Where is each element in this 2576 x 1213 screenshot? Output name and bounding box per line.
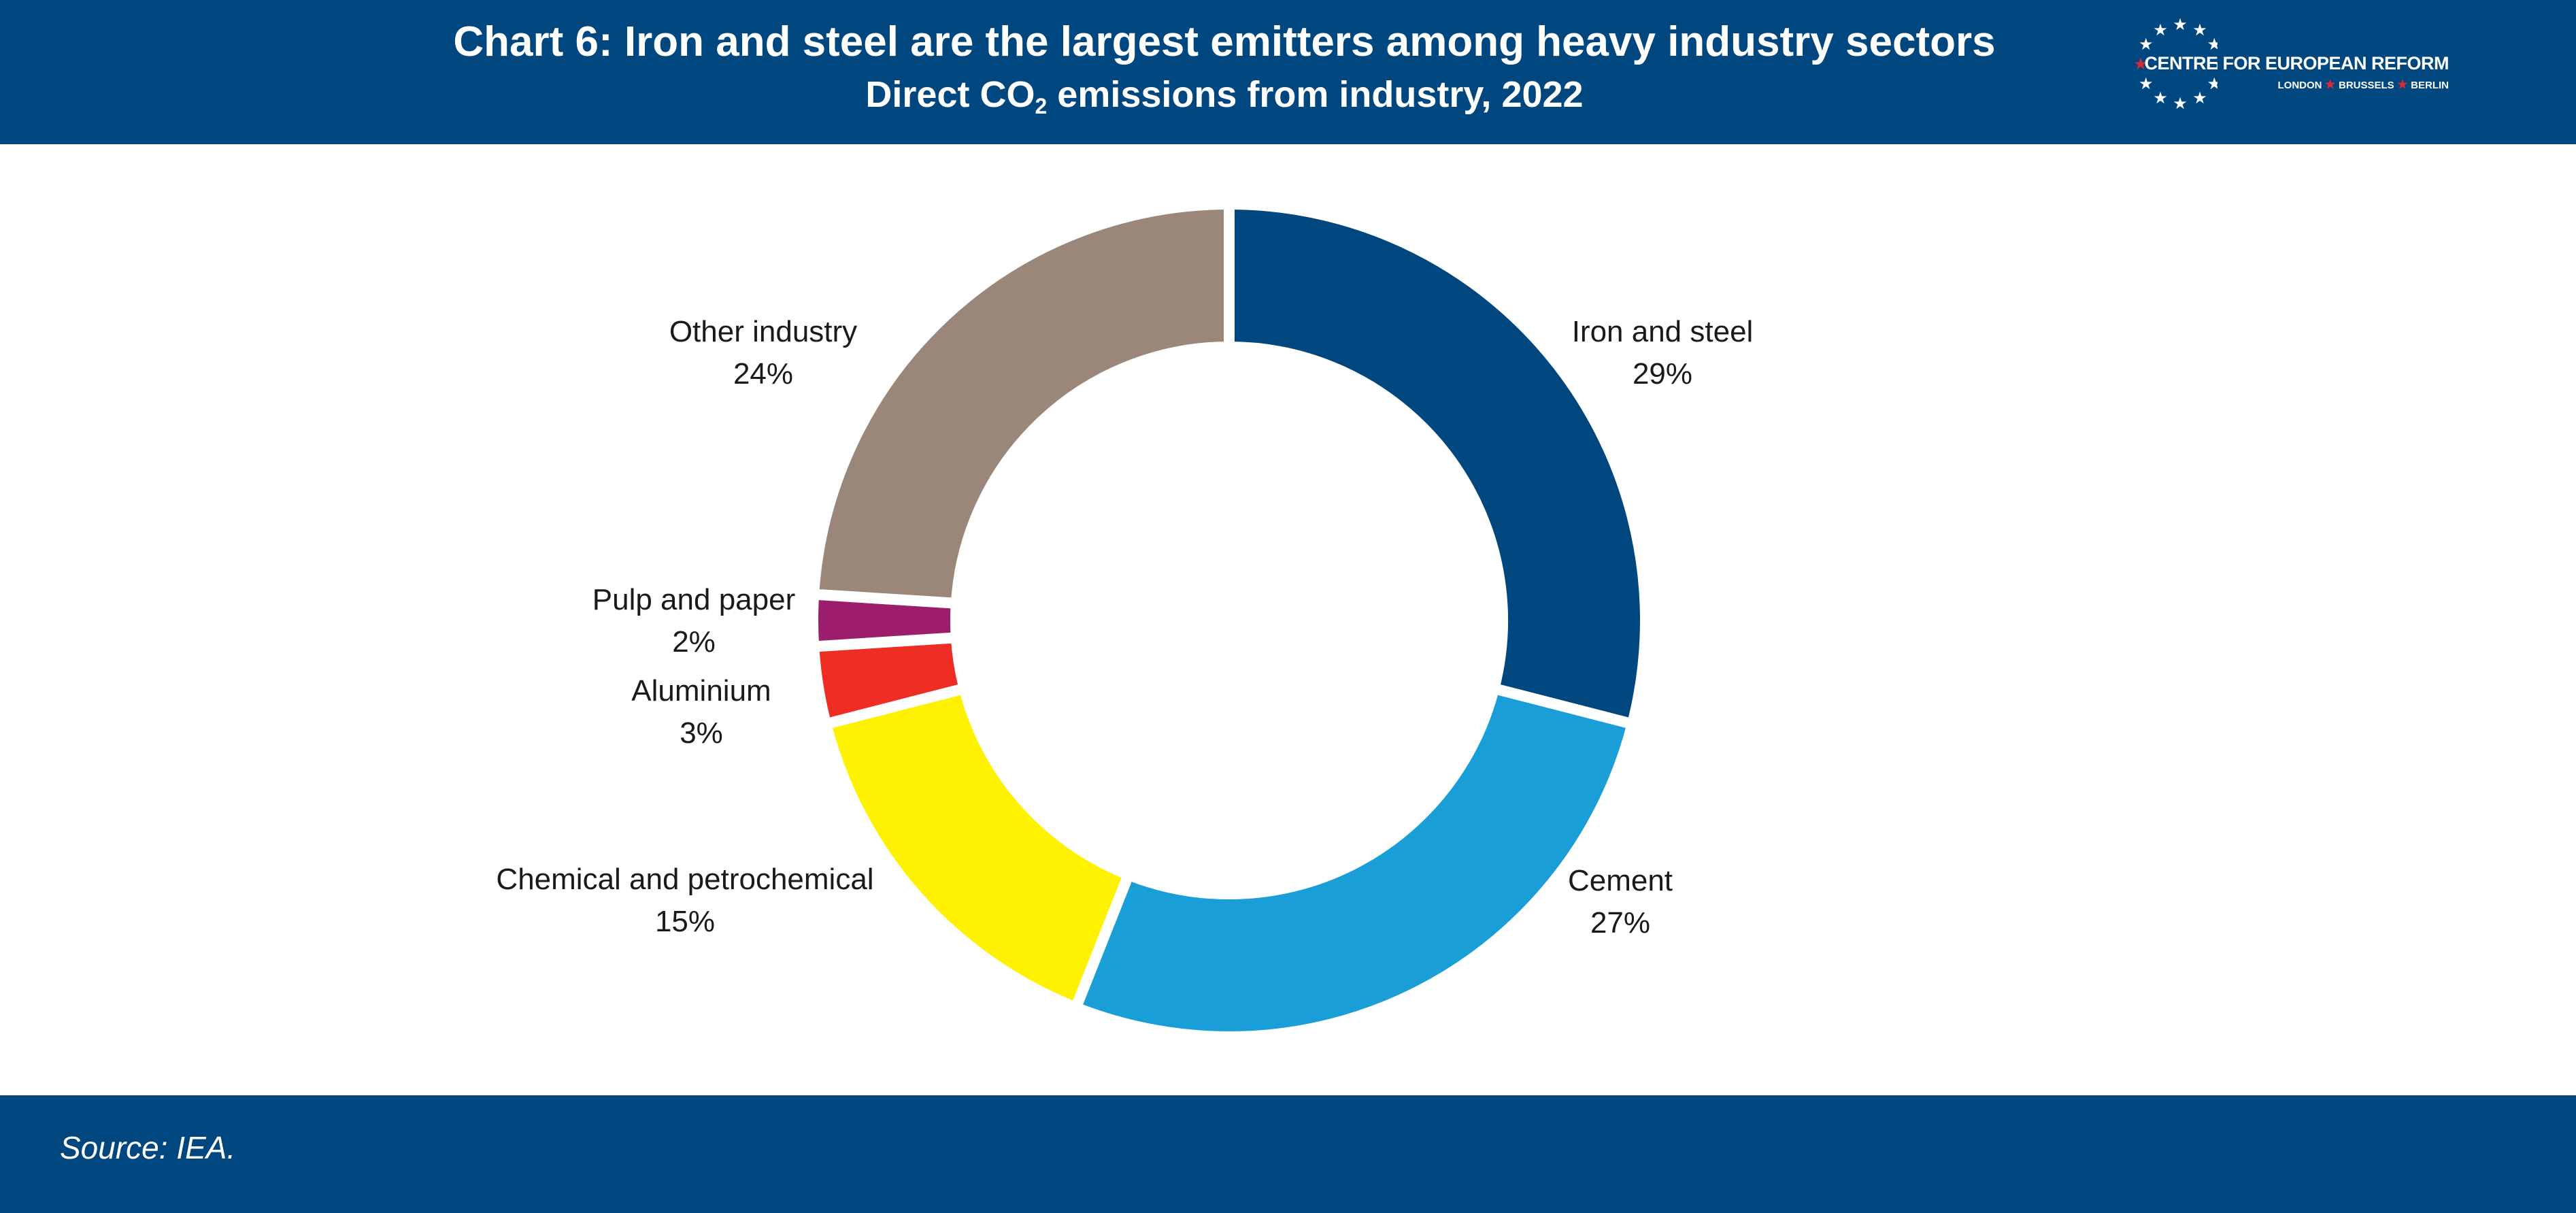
- logo-star: ★: [2207, 74, 2218, 93]
- subtitle-prefix: Direct CO: [865, 74, 1035, 115]
- slice-value-label: 27%: [1590, 906, 1650, 940]
- logo-separator-icon: ★: [2396, 78, 2408, 91]
- logo-star: ★: [2192, 20, 2207, 39]
- slice-value-label: 3%: [680, 716, 723, 750]
- slice-name-label: Aluminium: [631, 674, 771, 708]
- logo-star: ★: [2207, 35, 2218, 54]
- logo-city-brussels: BRUSSELS: [2338, 80, 2394, 91]
- logo-city-berlin: BERLIN: [2411, 80, 2449, 91]
- chart-area: Iron and steel 29% Cement 27% Chemical and p…: [0, 144, 2576, 1095]
- logo-star: ★: [2153, 88, 2168, 107]
- logo-star: ★: [2173, 94, 2188, 113]
- donut-slice-iron-and-steel: [1224, 198, 1651, 731]
- logo-cities: LONDON ★ BRUSSELS ★ BERLIN: [2129, 78, 2449, 92]
- donut-slice-other-industry: [807, 198, 1235, 610]
- logo-star: ★: [2173, 15, 2188, 34]
- logo-city-london: LONDON: [2277, 80, 2322, 91]
- logo-star: ★: [2133, 54, 2148, 73]
- donut-slice-chemical-and-petrochemical: [819, 682, 1136, 1015]
- logo-separator-icon: ★: [2324, 78, 2336, 91]
- logo-name: CENTRE FOR EUROPEAN REFORM: [2144, 53, 2449, 73]
- logo-star: ★: [2192, 88, 2207, 107]
- slice-name-label: Other industry: [669, 315, 857, 348]
- source-note: Source: IEA.: [60, 1130, 236, 1165]
- donut-chart: Iron and steel 29% Cement 27% Chemical and p…: [496, 198, 1754, 1042]
- chart-footer: Source: IEA.: [0, 1095, 2576, 1213]
- slice-name-label: Iron and steel: [1572, 315, 1754, 348]
- slice-name-label: Pulp and paper: [592, 583, 795, 616]
- chart-title: Chart 6: Iron and steel are the largest …: [453, 18, 1996, 65]
- slice-name-label: Chemical and petrochemical: [496, 863, 873, 896]
- slice-value-label: 15%: [655, 905, 715, 938]
- slice-value-label: 29%: [1633, 357, 1692, 391]
- donut-slice-cement: [1069, 682, 1639, 1042]
- logo-star: ★: [2139, 74, 2154, 93]
- slice-value-label: 2%: [672, 625, 716, 659]
- chart-subtitle: Direct CO2 emissions from industry, 2022: [0, 73, 2449, 119]
- slice-value-label: 24%: [733, 357, 793, 391]
- slice-name-label: Cement: [1568, 864, 1673, 897]
- subtitle-suffix: emissions from industry, 2022: [1047, 74, 1584, 115]
- logo-star: ★: [2139, 35, 2154, 54]
- eu-stars-icon: ★★★★★★★★★★★★: [2133, 15, 2218, 113]
- logo-star: ★: [2212, 54, 2218, 73]
- chart-header: Chart 6: Iron and steel are the largest …: [0, 0, 2576, 144]
- cer-logo: ★★★★★★★★★★★★ CENTRE FOR EUROPEAN REFORM …: [2129, 12, 2537, 121]
- logo-star: ★: [2153, 20, 2168, 39]
- subtitle-subscript: 2: [1035, 94, 1048, 118]
